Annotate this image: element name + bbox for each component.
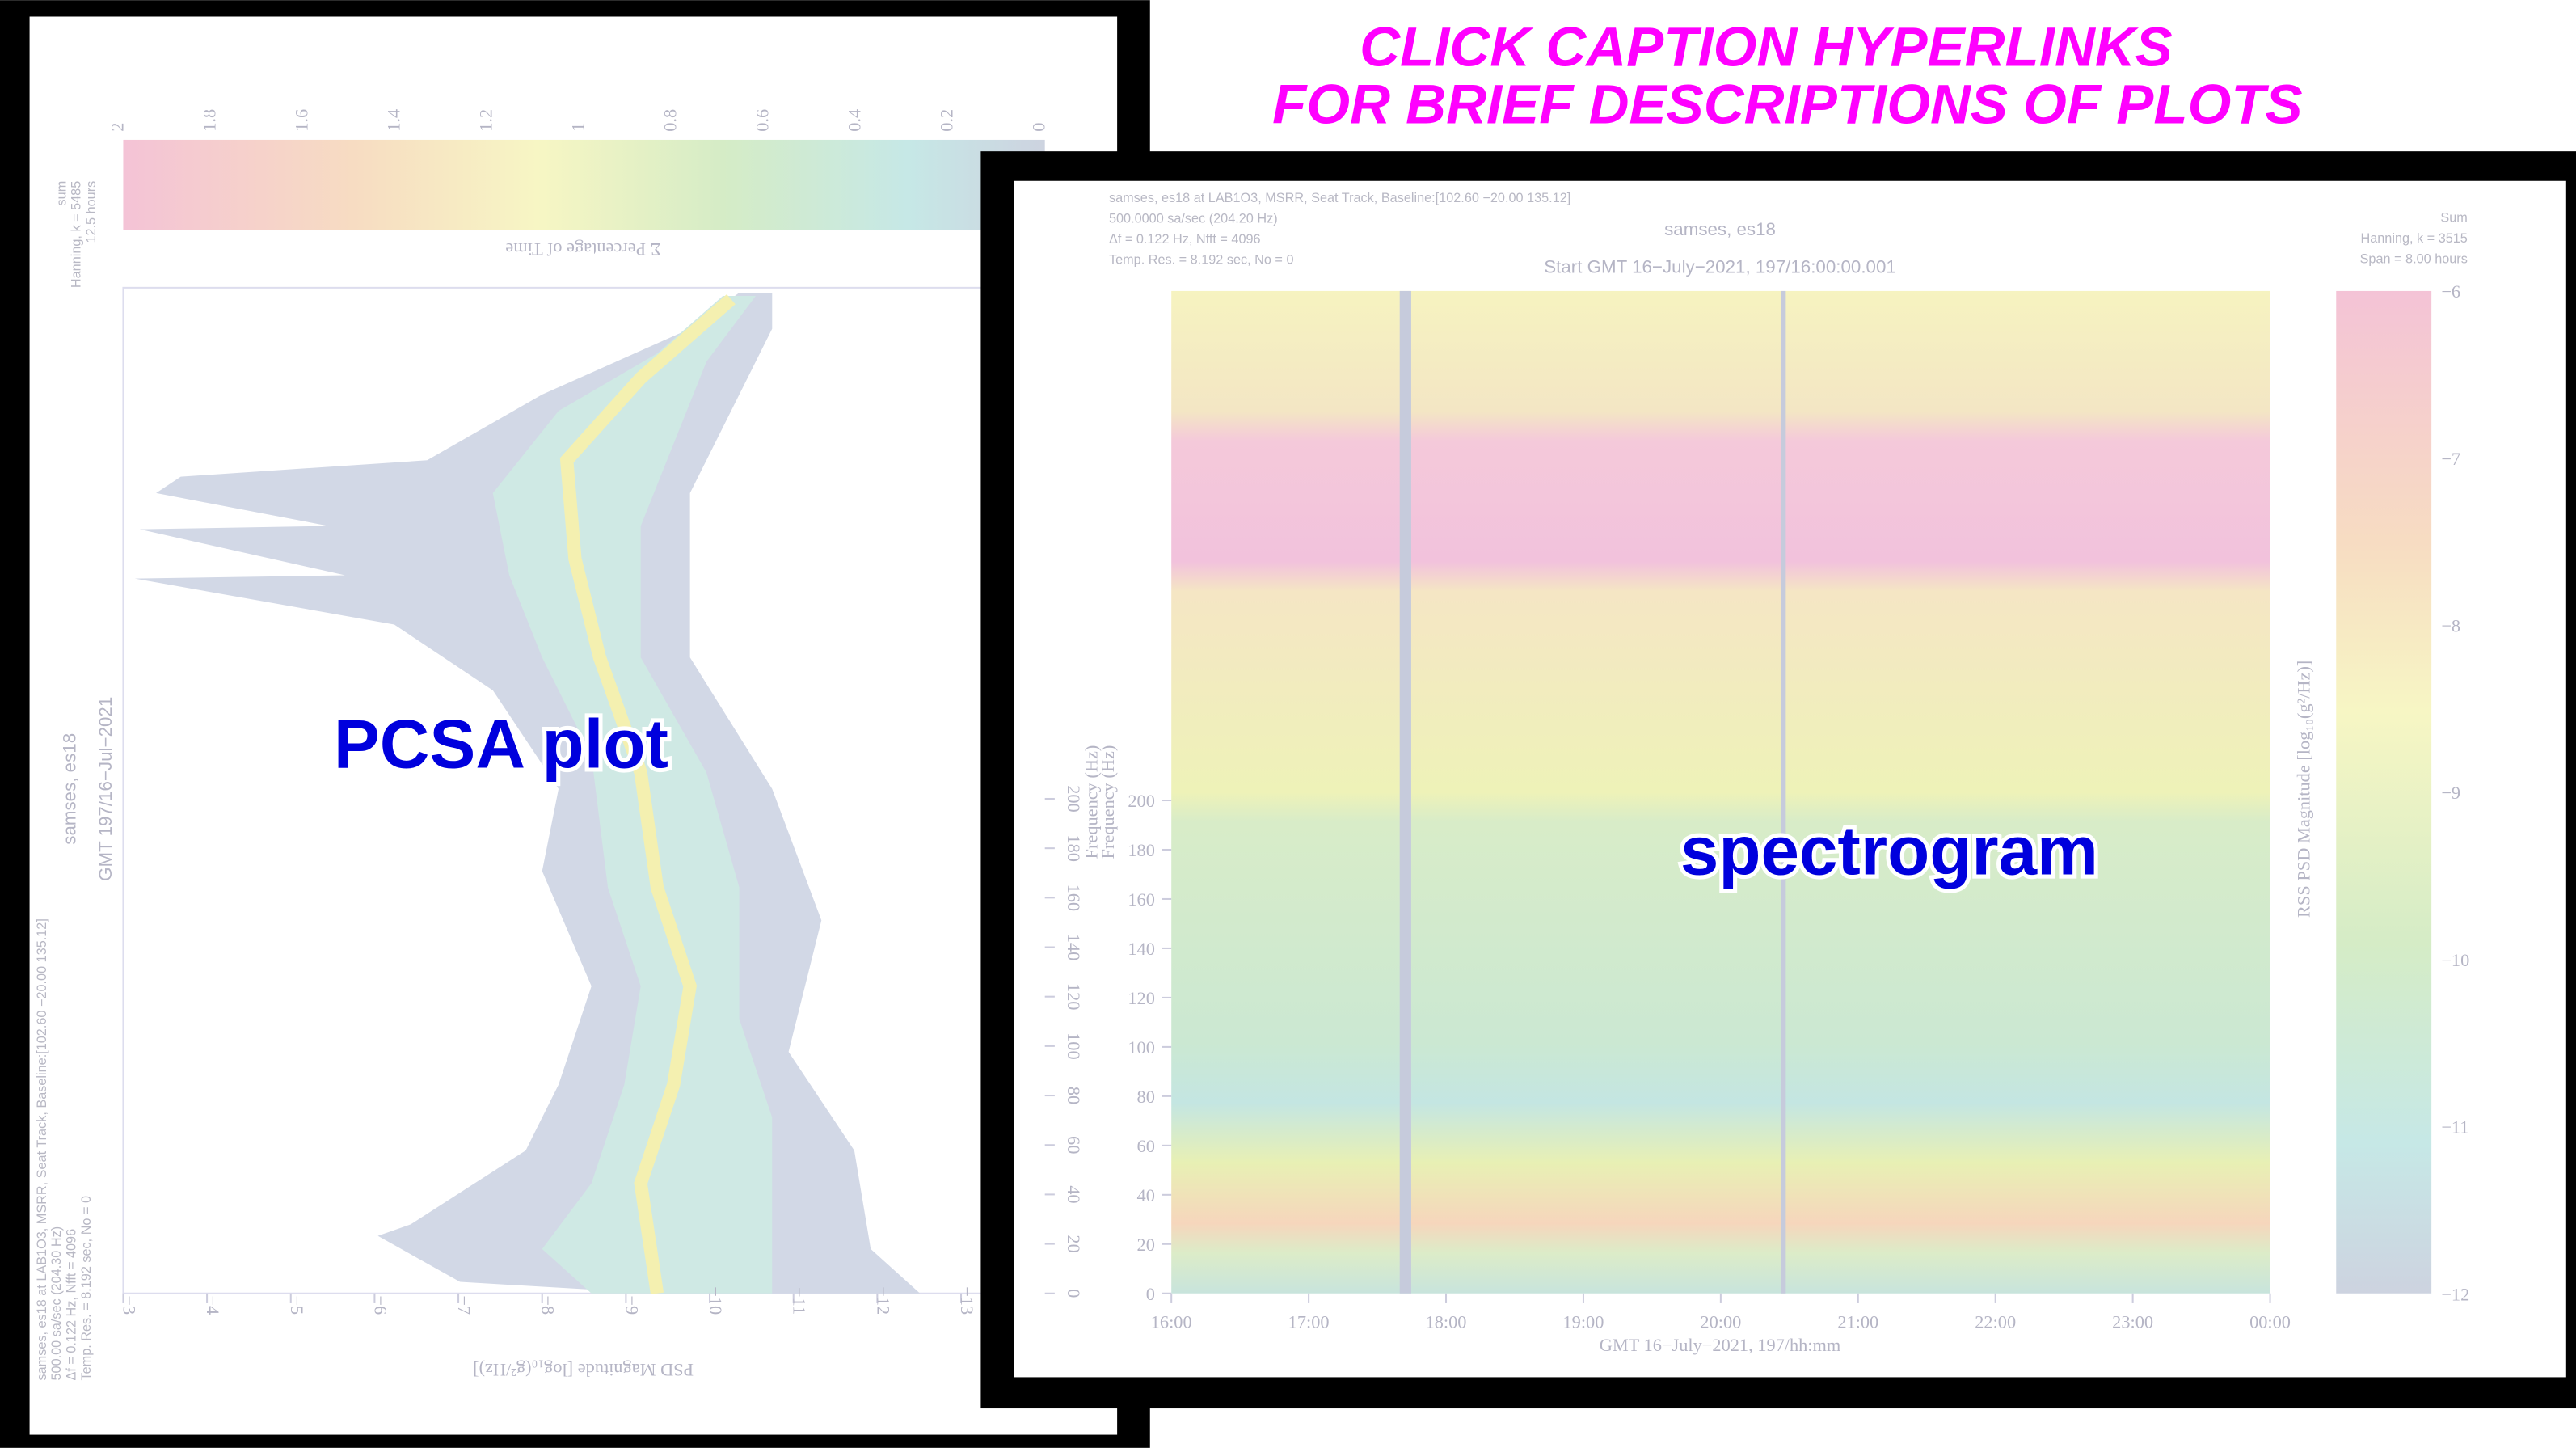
x-tick-label: −12 xyxy=(873,1286,893,1315)
x-tick-label: 22:00 xyxy=(1975,1311,2016,1332)
colorbar xyxy=(2336,291,2431,1294)
colorbar-tick-label: 0.8 xyxy=(660,109,681,132)
colorbar-tick-label: 0.4 xyxy=(845,109,865,132)
plot-subtitle: GMT 197/16−Jul−2021 xyxy=(95,697,116,881)
colorbar-tick-label: 0.6 xyxy=(753,109,773,132)
y-tick-label: 20 xyxy=(1064,1235,1084,1252)
colorbar-tick-label: −6 xyxy=(2441,281,2460,302)
x-tick-label: −10 xyxy=(706,1286,726,1315)
x-tick-label: −9 xyxy=(622,1295,642,1315)
colorbar-tick-label: 1.8 xyxy=(199,109,219,132)
colorbar-tick-label: −11 xyxy=(2441,1117,2468,1138)
x-tick-label: −3 xyxy=(119,1295,139,1315)
y-tick-label: 40 xyxy=(1137,1185,1155,1205)
x-tick-label: 17:00 xyxy=(1288,1311,1330,1332)
colorbar-label: RSS PSD Magnitude [log₁₀(g²/Hz)] xyxy=(2294,661,2314,918)
colorbar-tick-label: 1.6 xyxy=(291,109,311,132)
x-tick-label: −4 xyxy=(203,1295,223,1315)
colorbar-tick-label: 0 xyxy=(1029,123,1049,132)
info-line: Δf = 0.122 Hz, Nfft = 4096 xyxy=(64,1229,78,1381)
colorbar-tick-label: −7 xyxy=(2441,449,2460,469)
colorbar-tick-label: 1.4 xyxy=(384,109,404,132)
plot-subtitle: Start GMT 16−July−2021, 197/16:00:00.001 xyxy=(1544,257,1896,277)
screen: CLICK CAPTION HYPERLINKSFOR BRIEF DESCRI… xyxy=(0,0,2576,1448)
param-line: sum xyxy=(54,181,69,206)
plot-title: samses, es18 xyxy=(1664,219,1776,239)
x-tick-label: 18:00 xyxy=(1426,1311,1467,1332)
colorbar-tick-label: −9 xyxy=(2441,783,2460,803)
x-tick-label: −8 xyxy=(538,1295,559,1315)
x-tick-label: −13 xyxy=(957,1286,977,1315)
x-tick-label: 19:00 xyxy=(1562,1311,1604,1332)
plot-title: samses, es18 xyxy=(59,733,79,845)
param-line: Sum xyxy=(2440,211,2467,226)
param-line: Span = 8.00 hours xyxy=(2360,251,2468,266)
info-line: Temp. Res. = 8.192 sec, No = 0 xyxy=(1109,252,1294,267)
spectrogram-link[interactable]: spectrogram xyxy=(1680,813,2098,889)
y-tick-label: 140 xyxy=(1128,939,1155,959)
gap-band xyxy=(1781,291,1785,1294)
param-line: Hanning, k = 5485 xyxy=(70,181,84,288)
y-tick-label: 100 xyxy=(1128,1037,1155,1058)
colorbar-tick-label: 2 xyxy=(107,123,127,132)
y-axis-label: Frequency (Hz) xyxy=(1098,745,1118,859)
x-tick-label: −11 xyxy=(790,1287,810,1315)
page: CLICK CAPTION HYPERLINKSFOR BRIEF DESCRI… xyxy=(0,0,2576,1448)
colorbar-tick-label: −12 xyxy=(2441,1284,2469,1304)
spectrogram-image xyxy=(1171,291,2270,1294)
spectrogram-plot xyxy=(1171,291,2431,1294)
x-tick-label: −6 xyxy=(370,1295,390,1315)
colorbar-label: Σ Percentage of Time xyxy=(505,239,660,260)
y-tick-label: 120 xyxy=(1064,983,1084,1011)
info-line: samses, es18 at LAB1O3, MSRR, Seat Track… xyxy=(35,918,49,1380)
y-tick-label: 80 xyxy=(1137,1087,1155,1107)
param-line: 12.5 hours xyxy=(84,181,99,243)
colorbar-tick-label: −8 xyxy=(2441,615,2460,635)
y-tick-label: 140 xyxy=(1064,934,1084,961)
caption-line: CLICK CAPTION HYPERLINKS xyxy=(1360,15,2173,78)
colorbar-tick-label: 0.2 xyxy=(937,109,957,132)
info-line: 500.00 sa/sec (204.30 Hz) xyxy=(49,1226,64,1381)
caption-line: FOR BRIEF DESCRIPTIONS OF PLOTS xyxy=(1272,73,2302,136)
y-tick-label: 80 xyxy=(1064,1087,1084,1104)
y-tick-label: 100 xyxy=(1064,1032,1084,1060)
y-tick-label: 0 xyxy=(1064,1289,1084,1298)
pcsa-link[interactable]: PCSA plot xyxy=(334,706,668,783)
colorbar-tick-label: −10 xyxy=(2441,950,2469,970)
x-tick-label: 23:00 xyxy=(2112,1311,2153,1332)
y-tick-label: 180 xyxy=(1128,840,1155,860)
y-tick-label: 160 xyxy=(1064,884,1084,912)
colorbar-tick-label: 1 xyxy=(568,123,588,132)
param-line: Hanning, k = 3515 xyxy=(2360,231,2467,246)
x-tick-label: 21:00 xyxy=(1837,1311,1878,1332)
info-line: Temp. Res. = 8.192 sec, No = 0 xyxy=(79,1196,94,1381)
y-tick-label: 0 xyxy=(1146,1284,1155,1304)
gap-band xyxy=(1400,291,1411,1294)
info-line: 500.0000 sa/sec (204.20 Hz) xyxy=(1109,212,1278,226)
x-tick-label: −5 xyxy=(287,1295,307,1315)
y-tick-label: 200 xyxy=(1128,791,1155,811)
y-tick-label: 60 xyxy=(1137,1136,1155,1156)
colorbar-tick-label: 1.2 xyxy=(476,109,496,132)
info-line: Δf = 0.122 Hz, Nfft = 4096 xyxy=(1109,232,1261,247)
y-tick-label: 20 xyxy=(1137,1235,1155,1255)
x-axis-label: PSD Magnitude [log₁₀(g²/Hz)] xyxy=(473,1360,694,1380)
y-tick-label: 120 xyxy=(1128,988,1155,1008)
x-tick-label: 00:00 xyxy=(2249,1311,2291,1332)
x-axis-label: GMT 16−July−2021, 197/hh:mm xyxy=(1600,1335,1841,1355)
y-tick-label: 160 xyxy=(1128,889,1155,910)
x-tick-label: 16:00 xyxy=(1151,1311,1192,1332)
y-tick-label: 40 xyxy=(1064,1185,1084,1203)
x-tick-label: 20:00 xyxy=(1700,1311,1741,1332)
y-tick-label: 60 xyxy=(1064,1136,1084,1154)
info-line: samses, es18 at LAB1O3, MSRR, Seat Track… xyxy=(1109,191,1570,205)
colorbar xyxy=(123,140,1044,230)
x-tick-label: −7 xyxy=(454,1295,474,1315)
